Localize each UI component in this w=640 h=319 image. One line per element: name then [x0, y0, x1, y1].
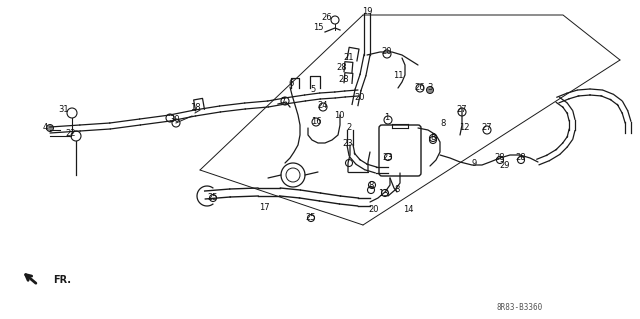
Text: 21: 21 — [344, 53, 355, 62]
Text: 23: 23 — [383, 152, 394, 161]
Text: 31: 31 — [59, 106, 69, 115]
Text: 27: 27 — [482, 123, 492, 132]
Text: 22: 22 — [66, 129, 76, 137]
Text: 25: 25 — [306, 213, 316, 222]
Text: 30: 30 — [170, 115, 180, 124]
Text: 1: 1 — [385, 114, 390, 122]
Text: 12: 12 — [459, 123, 469, 132]
Text: 28: 28 — [337, 63, 348, 71]
Text: 5: 5 — [310, 85, 316, 93]
Text: 14: 14 — [403, 205, 413, 214]
Text: 19: 19 — [362, 8, 372, 17]
Text: 17: 17 — [259, 204, 269, 212]
Text: 4: 4 — [42, 123, 47, 132]
Text: 28: 28 — [516, 153, 526, 162]
Text: 25: 25 — [208, 194, 218, 203]
Text: 24: 24 — [317, 100, 328, 109]
Text: 8: 8 — [394, 186, 400, 195]
Text: 18: 18 — [189, 102, 200, 112]
Text: 8: 8 — [440, 118, 445, 128]
Circle shape — [426, 86, 433, 93]
Text: 3: 3 — [428, 83, 433, 92]
Text: 20: 20 — [369, 205, 380, 214]
Text: 8: 8 — [368, 181, 374, 189]
Text: 7: 7 — [280, 98, 285, 107]
Text: 26: 26 — [322, 12, 332, 21]
Text: 28: 28 — [339, 76, 349, 85]
Text: 27: 27 — [457, 106, 467, 115]
Text: FR.: FR. — [53, 275, 71, 285]
Text: 6: 6 — [288, 79, 294, 88]
Text: 2: 2 — [346, 123, 351, 132]
Text: 10: 10 — [333, 110, 344, 120]
Text: 9: 9 — [472, 159, 477, 167]
Text: 13: 13 — [378, 189, 388, 197]
Text: 15: 15 — [313, 23, 323, 32]
FancyBboxPatch shape — [379, 125, 421, 176]
Text: 23: 23 — [342, 139, 353, 149]
Text: 8R83-B3360: 8R83-B3360 — [497, 302, 543, 311]
Circle shape — [47, 124, 54, 131]
Text: 26: 26 — [415, 83, 426, 92]
Text: 20: 20 — [381, 48, 392, 56]
Text: 28: 28 — [495, 153, 506, 162]
Text: 20: 20 — [355, 93, 365, 101]
Text: 8: 8 — [430, 133, 436, 143]
Text: 11: 11 — [393, 70, 403, 79]
Text: 16: 16 — [310, 117, 321, 127]
Text: 29: 29 — [500, 160, 510, 169]
